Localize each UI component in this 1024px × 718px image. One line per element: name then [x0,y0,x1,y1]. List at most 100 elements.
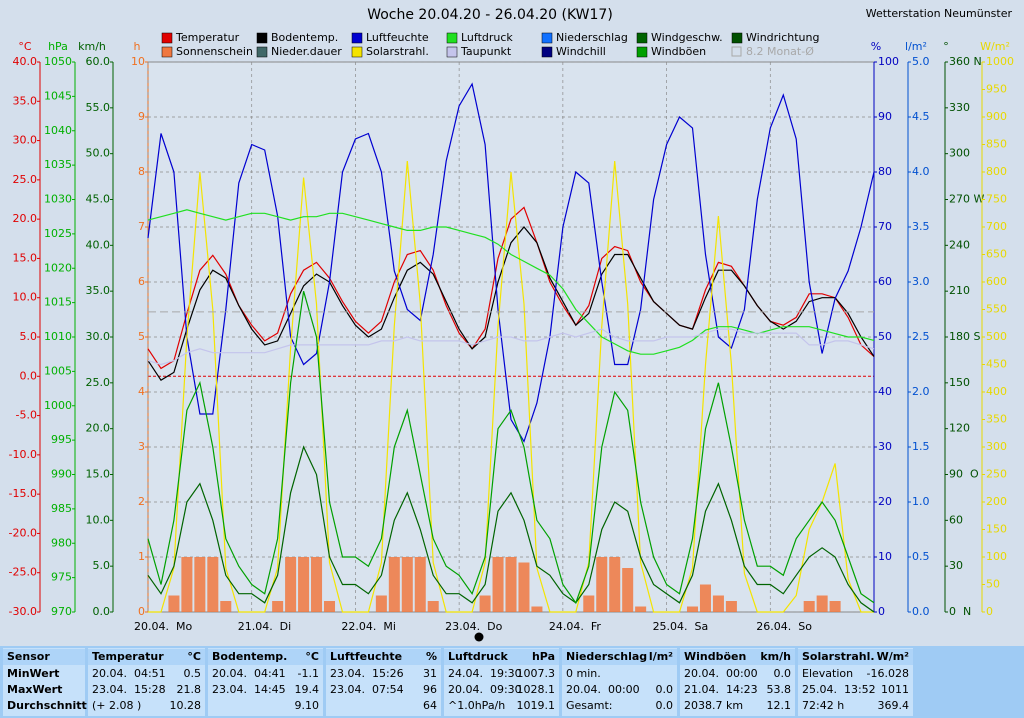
tick-label: 50 [986,578,1000,591]
sunshine-bar [492,557,504,612]
sunshine-bar [311,557,323,612]
sunshine-bar [181,557,193,612]
legend-swatch [636,32,648,44]
tick-label: 210 [949,284,970,297]
tick-label: 970 [51,605,72,618]
column-header: Bodentemp. °C [208,649,323,665]
column-name: Windböen [684,650,747,663]
tick-label: 30 [949,559,963,572]
tick-label: 0 [986,605,993,618]
sunshine-bar [725,601,737,612]
tick-label: 20.0 [13,212,38,225]
table-row: 0 min. [566,666,673,682]
column-header: Luftdruck hPa [444,649,559,665]
tick-label: 450 [986,358,1007,371]
table-row: 2038.7 km 12.1 [684,698,791,714]
table-column: Sensor MinWert MaxWert Durchschnitt [3,648,87,716]
tick-label: 1050 [44,55,72,68]
tick-label: -30.0 [9,605,37,618]
tick-label: 1 [138,550,145,563]
tick-label: 40.0 [86,238,111,251]
tick-label: 1.5 [912,440,930,453]
legend-label: Windrichtung [746,31,819,44]
tick-label: 3.0 [912,275,930,288]
table-row: 20.04. 00:00 0.0 [566,682,673,698]
legend-label: Bodentemp. [271,31,338,44]
cell-right: 31 [423,667,437,680]
legend-swatch [446,32,458,44]
tick-label: 550 [986,303,1007,316]
tick-label: 50 [878,330,892,343]
tick-label: 995 [51,433,72,446]
tick-label: 200 [986,495,1007,508]
sunshine-bar [803,601,815,612]
legend-label: Luftdruck [461,31,513,44]
tick-label: 30.0 [13,134,38,147]
table-column: Niederschlag l/m² 0 min. 20.04. 00:00 0.0 Ges… [562,648,677,716]
cell-left: 21.04. 14:23 [684,683,758,696]
table-column: Luftfeuchte% 23.04. 15:26 31 23.04. 07:54 96… [326,648,441,716]
tick-label: 150 [949,376,970,389]
tick-label: -10.0 [9,448,37,461]
tick-label: 1000 [986,55,1014,68]
legend-swatch [351,32,363,44]
sunshine-bar [427,601,439,612]
cell-right: 0.0 [773,667,792,680]
cell-left: 23.04. 15:28 [92,683,166,696]
axis-unit: ° [943,40,949,53]
sunshine-bar [168,595,180,612]
column-header: Windböen km/h [680,649,795,665]
tick-label: 180 S [949,330,980,343]
sunshine-bar [609,557,621,612]
table-row: 25.04. 13:52 1011 [802,682,909,698]
legend-label: Windgeschw. [651,31,723,44]
table-row: 20.04. 00:00 0.0 [684,666,791,682]
tick-label: 800 [986,165,1007,178]
table-row: 23.04. 15:26 31 [330,666,437,682]
tick-label: 150 [986,523,1007,536]
tick-label: 10.0 [86,513,111,526]
column-name: Bodentemp. [212,650,288,663]
cell-left: 2038.7 km [684,699,744,712]
column-header: Temperatur °C [88,649,205,665]
legend-swatch [446,46,458,58]
sunshine-bar [220,601,232,612]
tick-label: -20.0 [9,526,37,539]
tick-label: 330 [949,101,970,114]
cell-left: Elevation [802,667,854,680]
legend-label: Windböen [651,45,706,58]
tick-label: 5.0 [912,55,930,68]
tick-label: 5 [138,330,145,343]
x-tick-label: 20.04. Mo [134,620,192,633]
cell-left: 72:42 h [802,699,845,712]
table-row: 23.04. 15:28 21.8 [92,682,201,698]
legend-label: Nieder.dauer [271,45,342,58]
sun-icon [474,632,484,642]
tick-label: 1025 [44,227,72,240]
tick-label: 975 [51,571,72,584]
tick-label: 5.0 [93,559,111,572]
cell-left: 20.04. 04:51 [92,667,166,680]
sunshine-bar [596,557,608,612]
table-row: 24.04. 19:30 1007.3 [448,666,555,682]
tick-label: 500 [986,330,1007,343]
cell-right: 0.0 [655,683,674,696]
sunshine-bar [375,595,387,612]
cell-left: ^1.0hPa/h [448,699,506,712]
cell-right: 64 [423,699,437,712]
legend-swatch [636,46,648,58]
series-line [147,82,875,443]
tick-label: 250 [986,468,1007,481]
tick-label: 30.0 [86,330,111,343]
tick-label: 985 [51,502,72,515]
tick-label: 15.0 [86,468,111,481]
sunshine-bar [479,595,491,612]
column-name: Luftfeuchte [330,650,403,663]
tick-label: 60.0 [86,55,111,68]
sunshine-bar [518,562,530,612]
tick-label: 0 N [949,605,971,618]
tick-label: 980 [51,536,72,549]
legend-swatch [541,46,553,58]
cell-right: 9.10 [294,699,320,712]
table-row: ^1.0hPa/h 1019.1 [448,698,555,714]
